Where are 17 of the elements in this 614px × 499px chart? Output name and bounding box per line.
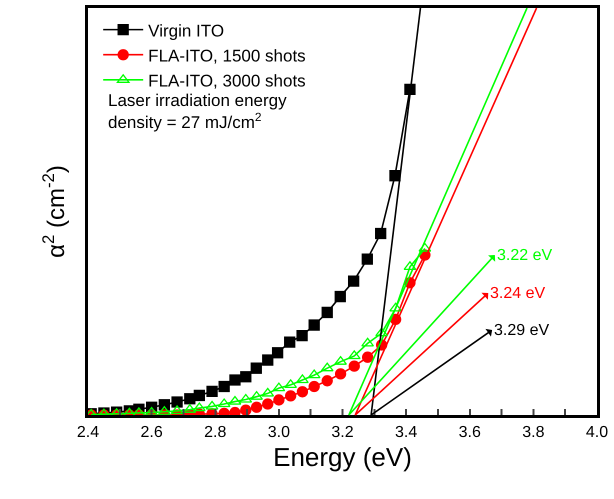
x-tick-label: 4.0: [586, 424, 608, 442]
x-tick-label: 2.6: [140, 424, 163, 442]
x-tick-label: 2.8: [204, 424, 226, 442]
x-tick-label: 3.2: [331, 424, 354, 442]
annotation: 3.29 eV: [494, 322, 550, 339]
annotation: Laser irradiation energy density = 27 mJ/cm$^{2}$: [108, 91, 288, 132]
annotation: 3.24 eV: [490, 285, 546, 302]
x-tick-label: 3.6: [458, 424, 481, 442]
annotation: 3.22 eV: [497, 247, 552, 264]
x-tick-label: 2.4: [76, 424, 100, 442]
x-tick-label: 3.8: [522, 424, 545, 442]
legend-label: Virgin ITO: [148, 21, 224, 40]
x-tick-label: 3.4: [395, 424, 418, 442]
x-tick-label: 3.0: [268, 424, 290, 442]
x-axis-title: Energy (eV): [273, 442, 412, 472]
legend-label: FLA-ITO, 1500 shots: [148, 46, 306, 66]
legend-label: FLA-ITO, 3000 shots: [148, 71, 306, 90]
